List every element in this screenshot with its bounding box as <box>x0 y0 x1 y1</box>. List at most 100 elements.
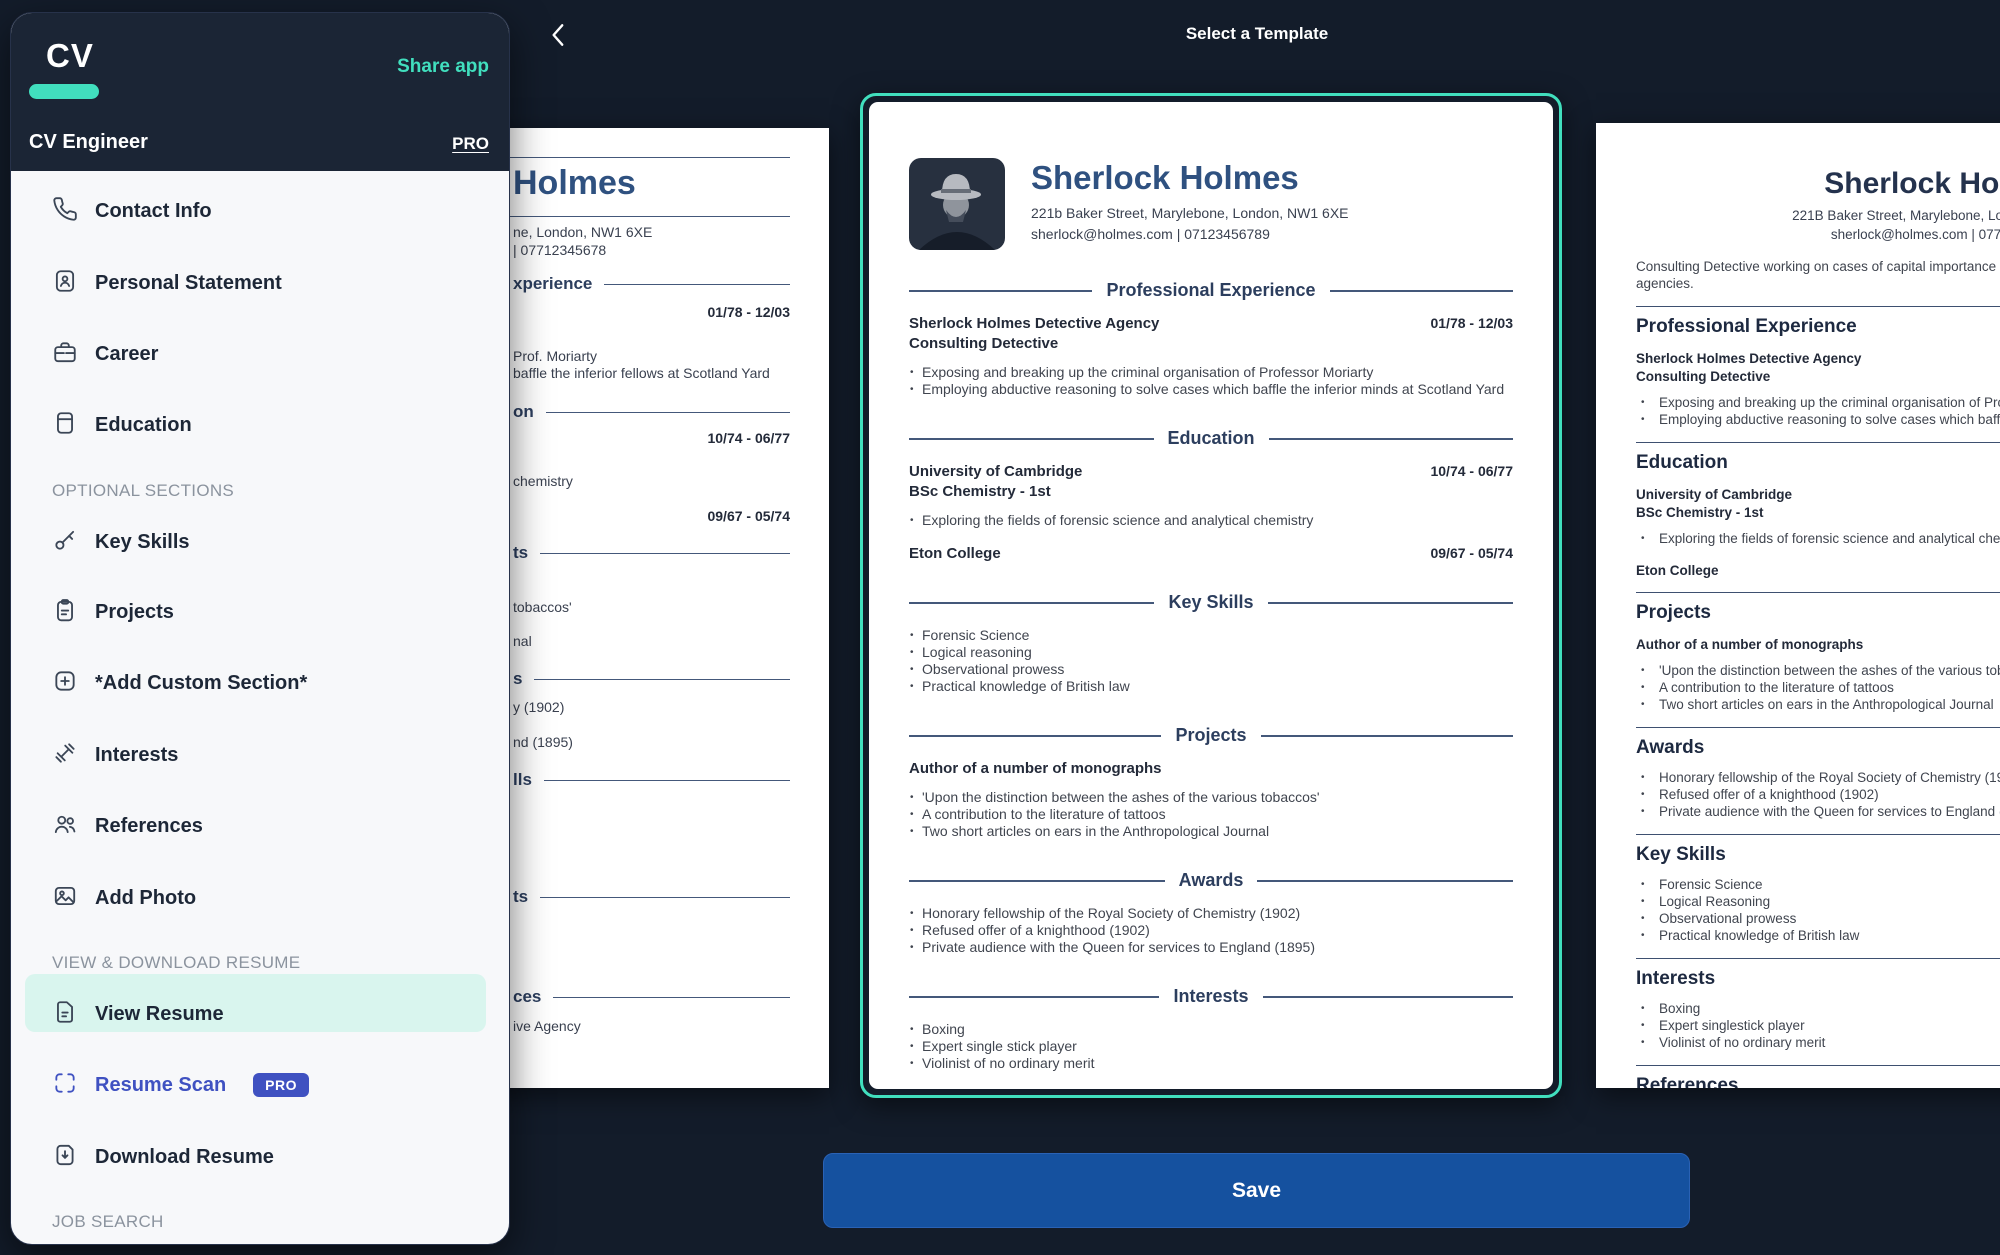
bullet: Two short articles on ears in the Anthro… <box>909 823 1513 840</box>
divider <box>1636 306 2000 307</box>
bullet: Boxing <box>1636 1000 2000 1017</box>
section-header-experience: Professional Experience <box>1636 316 1857 337</box>
clipboard-icon <box>52 597 78 628</box>
org-name: Eton College <box>909 545 1001 562</box>
bullet: Exposing and breaking up the criminal or… <box>1636 394 2000 411</box>
sidebar-item-add-custom-section[interactable]: *Add Custom Section* <box>52 663 489 703</box>
section-header-key-skills: Key Skills <box>1636 844 1726 865</box>
section-header-fragment: ts <box>513 887 790 907</box>
section-header-fragment: xperience <box>513 274 790 294</box>
bullet: Employing abductive reasoning to solve c… <box>1636 411 2000 428</box>
section-header-fragment: on <box>513 402 790 422</box>
sidebar-item-interests[interactable]: Interests <box>52 735 489 775</box>
bullet: Exposing and breaking up the criminal or… <box>909 364 1513 381</box>
plus-square-icon <box>52 668 78 699</box>
section-header-projects: Projects <box>1636 602 1711 623</box>
chevron-left-icon <box>545 24 573 53</box>
app-name: CV Engineer <box>29 131 148 153</box>
bullet: A contribution to the literature of tatt… <box>1636 679 2000 696</box>
date-range: 01/78 - 12/03 <box>1430 315 1513 331</box>
scan-icon <box>52 1070 78 1101</box>
bullet: Honorary fellowship of the Royal Society… <box>1636 769 2000 786</box>
sidebar-item-view-resume[interactable]: View Resume <box>52 994 489 1034</box>
bullet-fragment: baffle the inferior fellows at Scotland … <box>513 365 770 381</box>
section-header-awards: Awards <box>909 870 1514 891</box>
sidebar-item-references[interactable]: References <box>52 806 489 846</box>
sidebar-item-add-photo[interactable]: Add Photo <box>52 878 489 918</box>
book-icon <box>52 410 78 441</box>
divider <box>1636 727 2000 728</box>
resume-name-fragment: Holmes <box>513 164 636 202</box>
divider <box>1636 442 2000 443</box>
project-title: Author of a number of monographs <box>909 760 1162 777</box>
bullet: Logical Reasoning <box>1636 893 2000 910</box>
bullet: Refused offer of a knighthood (1902) <box>909 922 1513 939</box>
section-header-education: Education <box>1636 452 1728 473</box>
degree-title: BSc Chemistry - 1st <box>909 483 1051 500</box>
dumbbell-icon <box>52 740 78 771</box>
section-header-awards: Awards <box>1636 737 1705 758</box>
sidebar-item-career[interactable]: Career <box>52 334 489 374</box>
sidebar-item-education[interactable]: Education <box>52 405 489 445</box>
sidebar-item-personal-statement[interactable]: Personal Statement <box>52 263 489 303</box>
group-label-view-download: VIEW & DOWNLOAD RESUME <box>52 953 301 972</box>
section-header-projects: Projects <box>909 725 1514 746</box>
section-header-fragment: ts <box>513 543 790 563</box>
section-header-fragment: s <box>513 669 790 689</box>
date-range: 10/74 - 06/77 <box>1430 463 1513 479</box>
bullet: Two short articles on ears in the Anthro… <box>1636 696 2000 713</box>
bullet-fragment: chemistry <box>513 473 573 489</box>
degree-title: BSc Chemistry - 1st <box>1636 505 1764 520</box>
bullet: Honorary fellowship of the Royal Society… <box>909 905 1513 922</box>
reference-fragment: ive Agency <box>513 1018 581 1034</box>
sidebar-item-key-skills[interactable]: Key Skills <box>52 522 489 562</box>
sidebar-item-download-resume[interactable]: Download Resume <box>52 1137 489 1177</box>
pro-badge: PRO <box>253 1073 310 1097</box>
sidebar-item-resume-scan[interactable]: Resume Scan PRO <box>52 1065 489 1105</box>
resume-address: 221B Baker Street, Marylebone, London, N… <box>1792 208 2000 223</box>
briefcase-icon <box>52 339 78 370</box>
bullet: Practical knowledge of British law <box>909 678 1513 695</box>
summary-line: Consulting Detective working on cases of… <box>1636 259 2000 274</box>
group-label-job-search: JOB SEARCH <box>52 1212 164 1231</box>
photo-icon <box>52 883 78 914</box>
bullet: Observational prowess <box>1636 910 2000 927</box>
role-title: Consulting Detective <box>1636 369 1771 384</box>
bullet: Exploring the fields of forensic science… <box>1636 530 2000 547</box>
bullet-fragment: nal <box>513 633 532 649</box>
bullet-fragment: Prof. Moriarty <box>513 348 598 364</box>
share-app-link[interactable]: Share app <box>397 56 489 77</box>
back-button[interactable] <box>545 21 575 51</box>
sidebar-item-contact-info[interactable]: Contact Info <box>52 191 489 231</box>
section-header-interests: Interests <box>1636 968 1716 989</box>
date-range: 09/67 - 05/74 <box>1430 545 1513 561</box>
resume-name: Sherlock Holmes <box>1824 167 2000 200</box>
date-range: 10/74 - 06/77 <box>707 430 790 446</box>
section-header-references: References <box>1636 1075 1739 1088</box>
template-card-selected[interactable]: Sherlock Holmes 221b Baker Street, Maryl… <box>860 93 1562 1098</box>
profile-photo <box>909 158 1005 250</box>
page-title: Select a Template <box>1185 24 1329 43</box>
project-title: Author of a number of monographs <box>1636 637 1864 652</box>
bullet: Private audience with the Queen for serv… <box>909 939 1513 956</box>
save-button[interactable]: Save <box>823 1153 1690 1228</box>
pro-upgrade-link[interactable]: PRO <box>452 134 489 153</box>
sidebar-header: CV Share app CV Engineer PRO <box>11 13 509 171</box>
sidebar-item-projects[interactable]: Projects <box>52 592 489 632</box>
divider <box>430 216 790 217</box>
bullet: A contribution to the literature of tatt… <box>909 806 1513 823</box>
divider <box>1636 592 2000 593</box>
bullet-fragment: y (1902) <box>513 699 565 715</box>
template-card-right[interactable]: Sherlock Holmes 221B Baker Street, Maryl… <box>1596 123 2000 1088</box>
org-name: Sherlock Holmes Detective Agency <box>909 315 1160 332</box>
org-name: Eton College <box>1636 563 1719 578</box>
summary-line: agencies. <box>1636 276 1694 291</box>
divider <box>430 157 790 158</box>
sidebar: CV Share app CV Engineer PRO Contact Inf… <box>10 12 510 1245</box>
bullet: 'Upon the distinction between the ashes … <box>909 789 1513 806</box>
document-icon <box>52 999 78 1030</box>
bullet: 'Upon the distinction between the ashes … <box>1636 662 2000 679</box>
bullet: Logical reasoning <box>909 644 1513 661</box>
section-header-education: Education <box>909 428 1514 449</box>
bullet: Employing abductive reasoning to solve c… <box>909 381 1513 398</box>
